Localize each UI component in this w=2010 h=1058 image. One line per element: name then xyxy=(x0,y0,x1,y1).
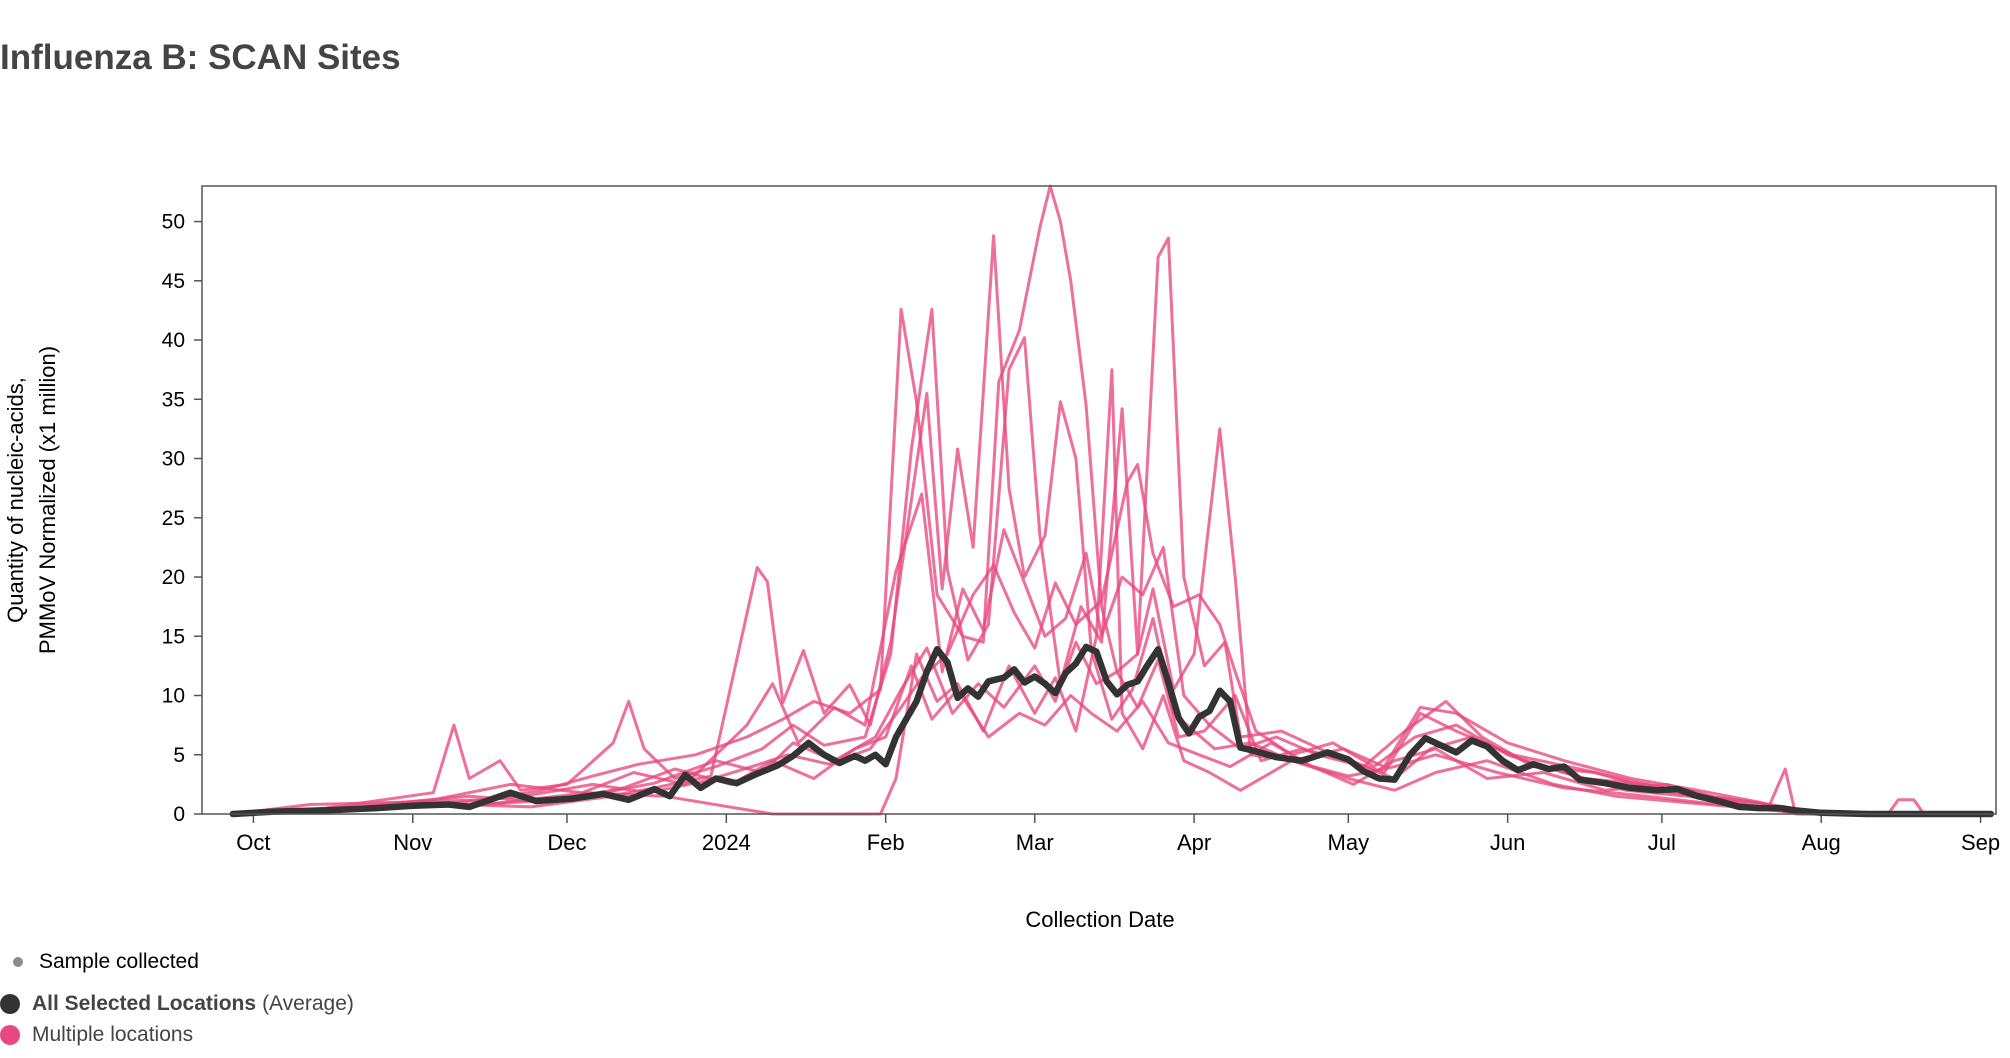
y-axis-label-line: Quantity of nucleic-acids, xyxy=(3,377,28,623)
x-tick-label: Oct xyxy=(236,830,270,855)
x-tick-label: 2024 xyxy=(702,830,751,855)
legend-item-average[interactable]: All Selected Locations (Average) xyxy=(0,992,354,1016)
y-axis-label-line: PMMoV Normalized (x1 million) xyxy=(35,346,60,654)
sample-dot-icon xyxy=(13,957,23,967)
x-tick-label: Feb xyxy=(867,830,905,855)
x-axis: Oct Nov Dec 2024 Feb Mar Apr May Jun Jul Aug Sep xyxy=(236,814,2000,855)
y-tick-label: 35 xyxy=(162,388,185,411)
multiple-dot-icon xyxy=(0,1025,20,1045)
location-series-group xyxy=(231,184,1993,816)
y-tick-label: 25 xyxy=(162,507,185,530)
location-series-line[interactable] xyxy=(246,463,1993,816)
location-series-line[interactable] xyxy=(231,184,1993,816)
legend-item-multiple[interactable]: Multiple locations xyxy=(0,1023,193,1047)
x-tick-label: May xyxy=(1328,830,1370,855)
average-series-group xyxy=(229,643,1995,818)
legend-average-label: All Selected Locations xyxy=(32,992,257,1015)
y-tick-label: 20 xyxy=(162,566,185,589)
y-tick-label: 30 xyxy=(162,448,185,471)
x-tick-label: Jun xyxy=(1490,830,1525,855)
x-axis-label: Collection Date xyxy=(1025,907,1174,932)
average-dot-icon xyxy=(0,994,20,1014)
plot-frame xyxy=(201,185,1997,815)
legend-item-sample: Sample collected xyxy=(0,950,199,974)
y-axis: 0 5 10 15 20 25 30 35 40 45 50 xyxy=(162,211,202,826)
location-series-line[interactable] xyxy=(241,492,1993,816)
y-axis-label: Quantity of nucleic-acids, PMMoV Normaliz… xyxy=(3,346,60,654)
x-tick-label: Sep xyxy=(1961,830,2000,855)
x-tick-label: Mar xyxy=(1016,830,1054,855)
x-tick-label: Aug xyxy=(1802,830,1841,855)
average-series-line[interactable] xyxy=(229,643,1995,818)
location-series-line[interactable] xyxy=(231,234,1993,816)
y-tick-label: 5 xyxy=(173,744,185,767)
legend-multiple-label: Multiple locations xyxy=(32,1023,194,1046)
x-tick-label: Apr xyxy=(1177,830,1211,855)
y-tick-label: 45 xyxy=(162,270,185,293)
x-tick-label: Dec xyxy=(547,830,586,855)
x-tick-label: Jul xyxy=(1648,830,1676,855)
y-tick-label: 0 xyxy=(173,803,185,826)
legend-sample-label: Sample collected xyxy=(39,950,199,973)
legend-average-suffix: (Average) xyxy=(262,992,354,1015)
y-tick-label: 10 xyxy=(162,685,185,708)
location-series-line[interactable] xyxy=(236,368,1993,816)
y-tick-label: 50 xyxy=(162,211,185,234)
y-tick-label: 40 xyxy=(162,329,185,352)
chart-title: Influenza B: SCAN Sites xyxy=(0,38,401,77)
y-tick-label: 15 xyxy=(162,625,185,648)
x-tick-label: Nov xyxy=(393,830,432,855)
